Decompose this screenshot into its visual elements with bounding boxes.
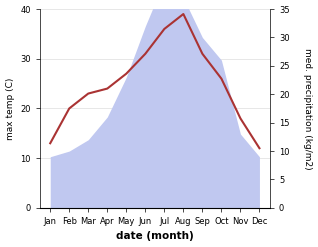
Y-axis label: med. precipitation (kg/m2): med. precipitation (kg/m2) <box>303 48 313 169</box>
X-axis label: date (month): date (month) <box>116 231 194 242</box>
Y-axis label: max temp (C): max temp (C) <box>5 77 15 140</box>
